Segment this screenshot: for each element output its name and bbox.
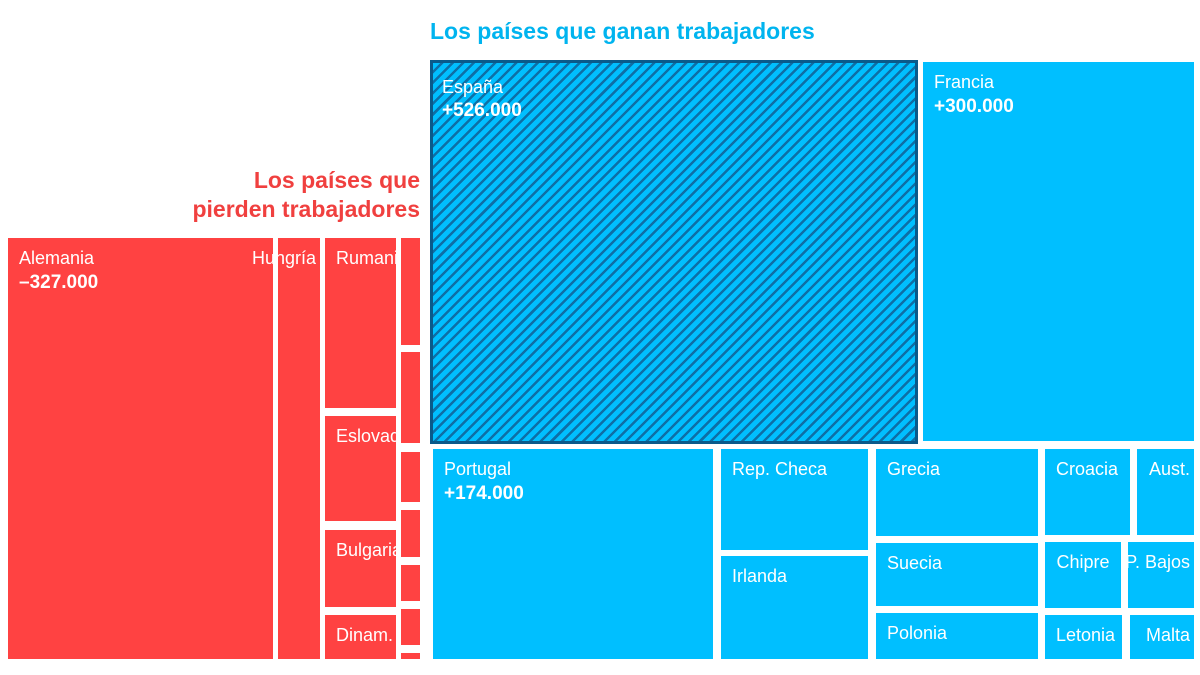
treemap-cell-letonia: Letonia [1045,615,1122,659]
treemap-cell-p-bajos: P. Bajos [1125,542,1194,608]
treemap-cell-unlabeled [401,609,420,645]
treemap-cell-francia: Francia +300.000 [923,62,1194,441]
treemap-cell-unlabeled [401,653,420,659]
cell-label: Irlanda [732,566,788,586]
treemap-cell-polonia: Polonia [876,613,1038,659]
treemap-cell-eslovaq: Eslovaq. [325,416,405,521]
loss-group-title: Los países que pierden trabajadores [192,166,420,224]
treemap-cell-hungría: Hungría [252,238,320,659]
cell-label: Croacia [1056,459,1119,479]
cell-label: Alemania [19,248,95,268]
cell-label: Suecia [887,553,943,573]
treemap-cell-españa: España +526.000 [430,60,918,444]
treemap-cell-dinam: Dinam. [325,615,396,659]
loss-title-line-1: Los países que [253,167,420,193]
cell-label: Rep. Checa [732,459,828,479]
cell-label: Hungría [251,248,316,268]
gain-group-title: Los países que ganan trabajadores [430,18,815,44]
cell-label: P. Bajos [1125,552,1190,572]
cell-label: Letonia [1056,625,1116,645]
cell-label: España [442,77,504,97]
loss-title-line-2: pierden trabajadores [192,196,420,222]
cell-label: Polonia [887,623,948,643]
treemap-cell-alemania: Alemania –327.000 [8,238,273,659]
cell-value: –327.000 [19,272,99,293]
treemap-cell-bulgaria: Bulgaria [325,530,402,607]
treemap-cell-unlabeled [401,238,420,345]
treemap-cell-portugal: Portugal +174.000 [433,449,713,659]
cell-label: Portugal [444,459,512,479]
cell-label: Rumania [336,248,409,268]
cell-label: Dinam. [336,625,394,645]
treemap-cell-aust: Aust. [1137,449,1194,535]
cell-value: +174.000 [444,483,524,504]
cell-value: +300.000 [934,96,1014,117]
cell-label: Grecia [887,459,941,479]
cell-label: Eslovaq. [336,426,406,446]
treemap-cell-rumania: Rumania [325,238,408,408]
treemap-cell-unlabeled [401,452,420,502]
treemap-cell-croacia: Croacia [1045,449,1130,535]
treemap-cell-grecia: Grecia [876,449,1038,536]
treemap-cell-unlabeled [401,352,420,443]
cell-label: Chipre [1056,552,1110,572]
treemap-cell-irlanda: Irlanda [721,556,868,659]
treemap-cell-unlabeled [401,565,420,601]
cell-label: Malta [1145,625,1190,645]
cell-label: Bulgaria [336,540,403,560]
treemap-cell-suecia: Suecia [876,543,1038,606]
treemap-cell-rep-checa: Rep. Checa [721,449,868,550]
cell-value: +526.000 [442,100,522,121]
treemap-cell-unlabeled [401,510,420,557]
cell-label: Francia [934,72,995,92]
treemap-cell-chipre: Chipre [1045,542,1121,608]
cell-label: Aust. [1148,459,1190,479]
treemap-cell-malta: Malta [1130,615,1194,659]
